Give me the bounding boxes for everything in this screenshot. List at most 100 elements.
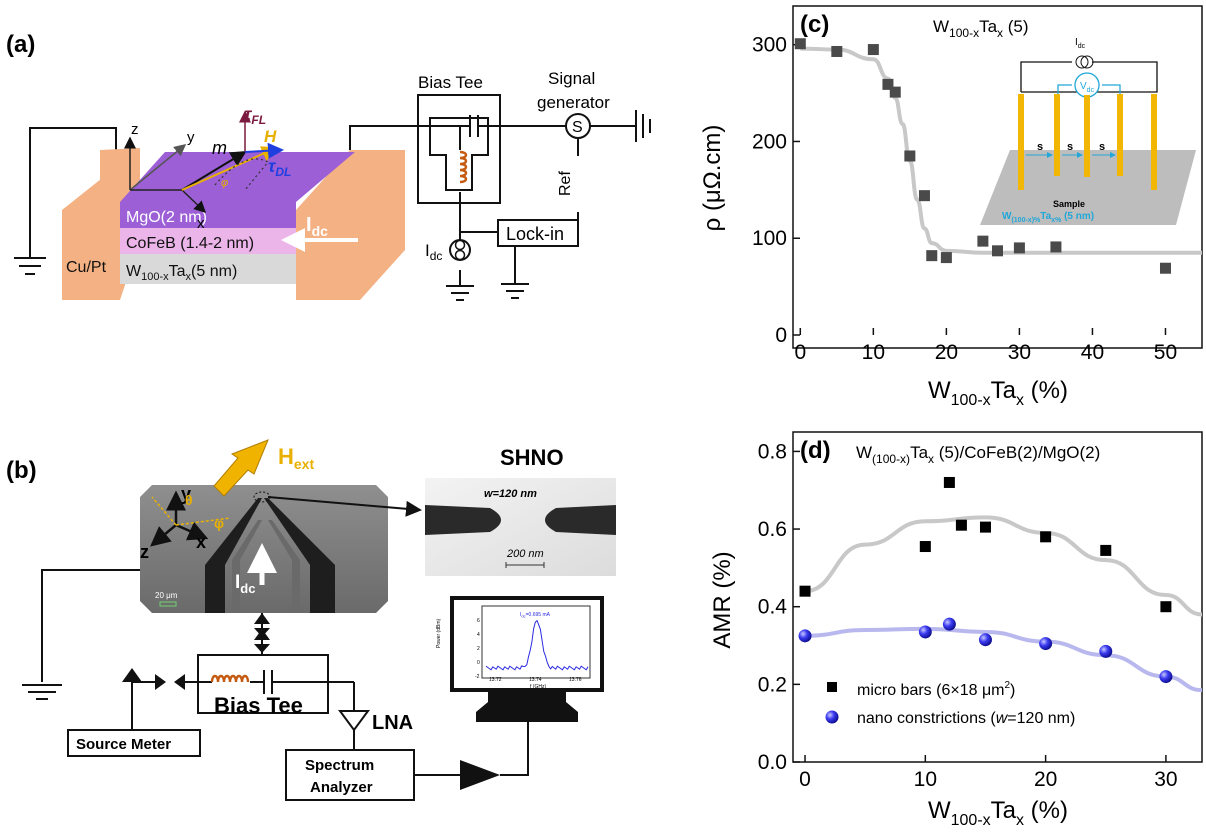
- signal-generator-s: S: [572, 119, 583, 136]
- y-axis-label-c: ρ (μΩ.cm): [699, 125, 726, 232]
- plot-frame-c: [792, 5, 1203, 349]
- hext-label: Hext: [278, 444, 314, 472]
- svg-text:13.76: 13.76: [569, 677, 582, 683]
- tdl-label: τDL: [268, 156, 291, 179]
- inset-sample-label: Sample: [1053, 199, 1085, 209]
- ground-symbol-generator: [635, 110, 651, 142]
- x-axis-label-d: W100-xTax (%): [928, 797, 1068, 829]
- lna-label: LNA: [372, 712, 413, 734]
- data-point: [867, 44, 879, 56]
- data-point: [940, 252, 952, 264]
- ref-label: Ref: [557, 171, 574, 196]
- source-meter-box: [67, 729, 201, 757]
- circuit-wires-b: [41, 569, 529, 776]
- legend-marker-micro: [827, 682, 837, 692]
- svg-text:z: z: [140, 542, 149, 562]
- svg-text:x: x: [196, 532, 206, 552]
- data-point: [1160, 601, 1172, 613]
- x-axis-label-c: W100-xTax (%): [928, 377, 1068, 409]
- data-point: [1100, 544, 1112, 556]
- source-arrow: [122, 668, 142, 682]
- hext-arrow: [213, 439, 269, 497]
- x-tick-label: 40: [1081, 341, 1104, 364]
- svg-text:x: x: [197, 215, 205, 232]
- data-point: [831, 45, 843, 57]
- y-tick-label: 300: [752, 34, 787, 57]
- data-point: [798, 629, 812, 643]
- svg-text:y: y: [187, 129, 195, 146]
- svg-text:13.74: 13.74: [529, 677, 542, 683]
- inset-vdc-label: Vdc: [1080, 81, 1095, 94]
- h-vector: [181, 146, 278, 191]
- data-point: [979, 521, 991, 533]
- bias-tee-label-b: Bias Tee: [214, 693, 303, 718]
- x-tick-label: 30: [1154, 768, 1177, 791]
- svg-text:z: z: [131, 121, 139, 138]
- data-point: [919, 541, 931, 553]
- data-point: [955, 519, 967, 531]
- inset-c: Idc Vdc s s s Sample W(100-x)%Tax% (5 nm…: [980, 37, 1196, 225]
- data-point: [992, 245, 1003, 257]
- sem-scale-bar: [159, 601, 177, 607]
- monitor: [450, 596, 604, 722]
- signal-gen-label-1: Signal: [548, 69, 595, 88]
- phi-label: φ: [221, 177, 228, 189]
- y-tick-label: 0.8: [758, 440, 787, 463]
- svg-text:s: s: [1037, 141, 1043, 153]
- svg-text:θ: θ: [185, 492, 193, 508]
- coordinate-axes: z y x: [124, 121, 207, 232]
- data-point: [943, 476, 955, 488]
- y-tick-label: 0.2: [758, 673, 787, 696]
- inductor-coil-a: [459, 150, 468, 184]
- data-point: [977, 235, 989, 247]
- sem-scale-label: 20 μm: [155, 591, 178, 600]
- output-arrow: [460, 760, 500, 790]
- legend-label-nano: nano constrictions (w=120 nm): [857, 710, 1075, 727]
- x-tick-label: 0: [794, 341, 806, 364]
- data-point: [889, 86, 901, 98]
- bias-tee-box-a: [417, 94, 501, 204]
- mgo-label: MgO(2 nm): [126, 209, 207, 226]
- lockin-label: Lock-in: [506, 224, 564, 244]
- m-vector: [181, 150, 247, 191]
- tem-image: [425, 478, 616, 576]
- data-point: [799, 585, 811, 597]
- circuit-wires-a: [349, 115, 636, 285]
- fit-curve-d-nano: [805, 626, 1203, 693]
- chart-title-c: W100-xTax (5): [933, 17, 1029, 40]
- x-tick-label: 10: [862, 341, 885, 364]
- tdl-vector: [244, 142, 284, 159]
- svg-text:s: s: [1099, 141, 1105, 153]
- svg-text:s: s: [1067, 141, 1073, 153]
- panel-b: (b) Idc 20 μm y z x θ φ: [6, 439, 616, 801]
- data-point: [942, 617, 956, 631]
- zoom-arrow: [267, 496, 422, 517]
- x-tick-label: 30: [1008, 341, 1031, 364]
- connector-symbol-left: [155, 674, 185, 690]
- panel-label-b: (b): [6, 457, 37, 484]
- svg-text:6: 6: [477, 618, 480, 624]
- fit-curve-d-micro: [804, 515, 1203, 617]
- source-meter-label: Source Meter: [76, 736, 171, 753]
- wta-layer: [120, 254, 296, 284]
- svg-text:2: 2: [477, 646, 480, 652]
- plot-frame-d: [792, 431, 1203, 763]
- inductor-coil-b: [210, 674, 250, 683]
- bias-tee-inner-a: [429, 117, 489, 191]
- panel-a: (a) MgO(2 nm) CoFeB (1.4-2 nm) W100-xTax…: [6, 31, 651, 301]
- x-tick-label: 10: [914, 768, 937, 791]
- panel-label-a: (a): [6, 31, 35, 58]
- ground-symbols-bottom-a: [446, 283, 529, 301]
- data-point: [882, 78, 894, 90]
- data-point: [1099, 644, 1113, 658]
- lockin-box: [497, 219, 579, 247]
- cofeb-label: CoFeB (1.4-2 nm): [126, 235, 254, 252]
- data-point: [978, 633, 992, 647]
- inset-idc-label: Idc: [1075, 37, 1086, 50]
- lna-symbol: [338, 710, 370, 732]
- y-tick-label: 200: [752, 130, 787, 153]
- contact-pad-right: [296, 150, 405, 300]
- tem-scale-label: 200 nm: [506, 548, 544, 560]
- signal-generator-symbol: [565, 113, 591, 139]
- svg-text:f (GHz): f (GHz): [530, 684, 546, 690]
